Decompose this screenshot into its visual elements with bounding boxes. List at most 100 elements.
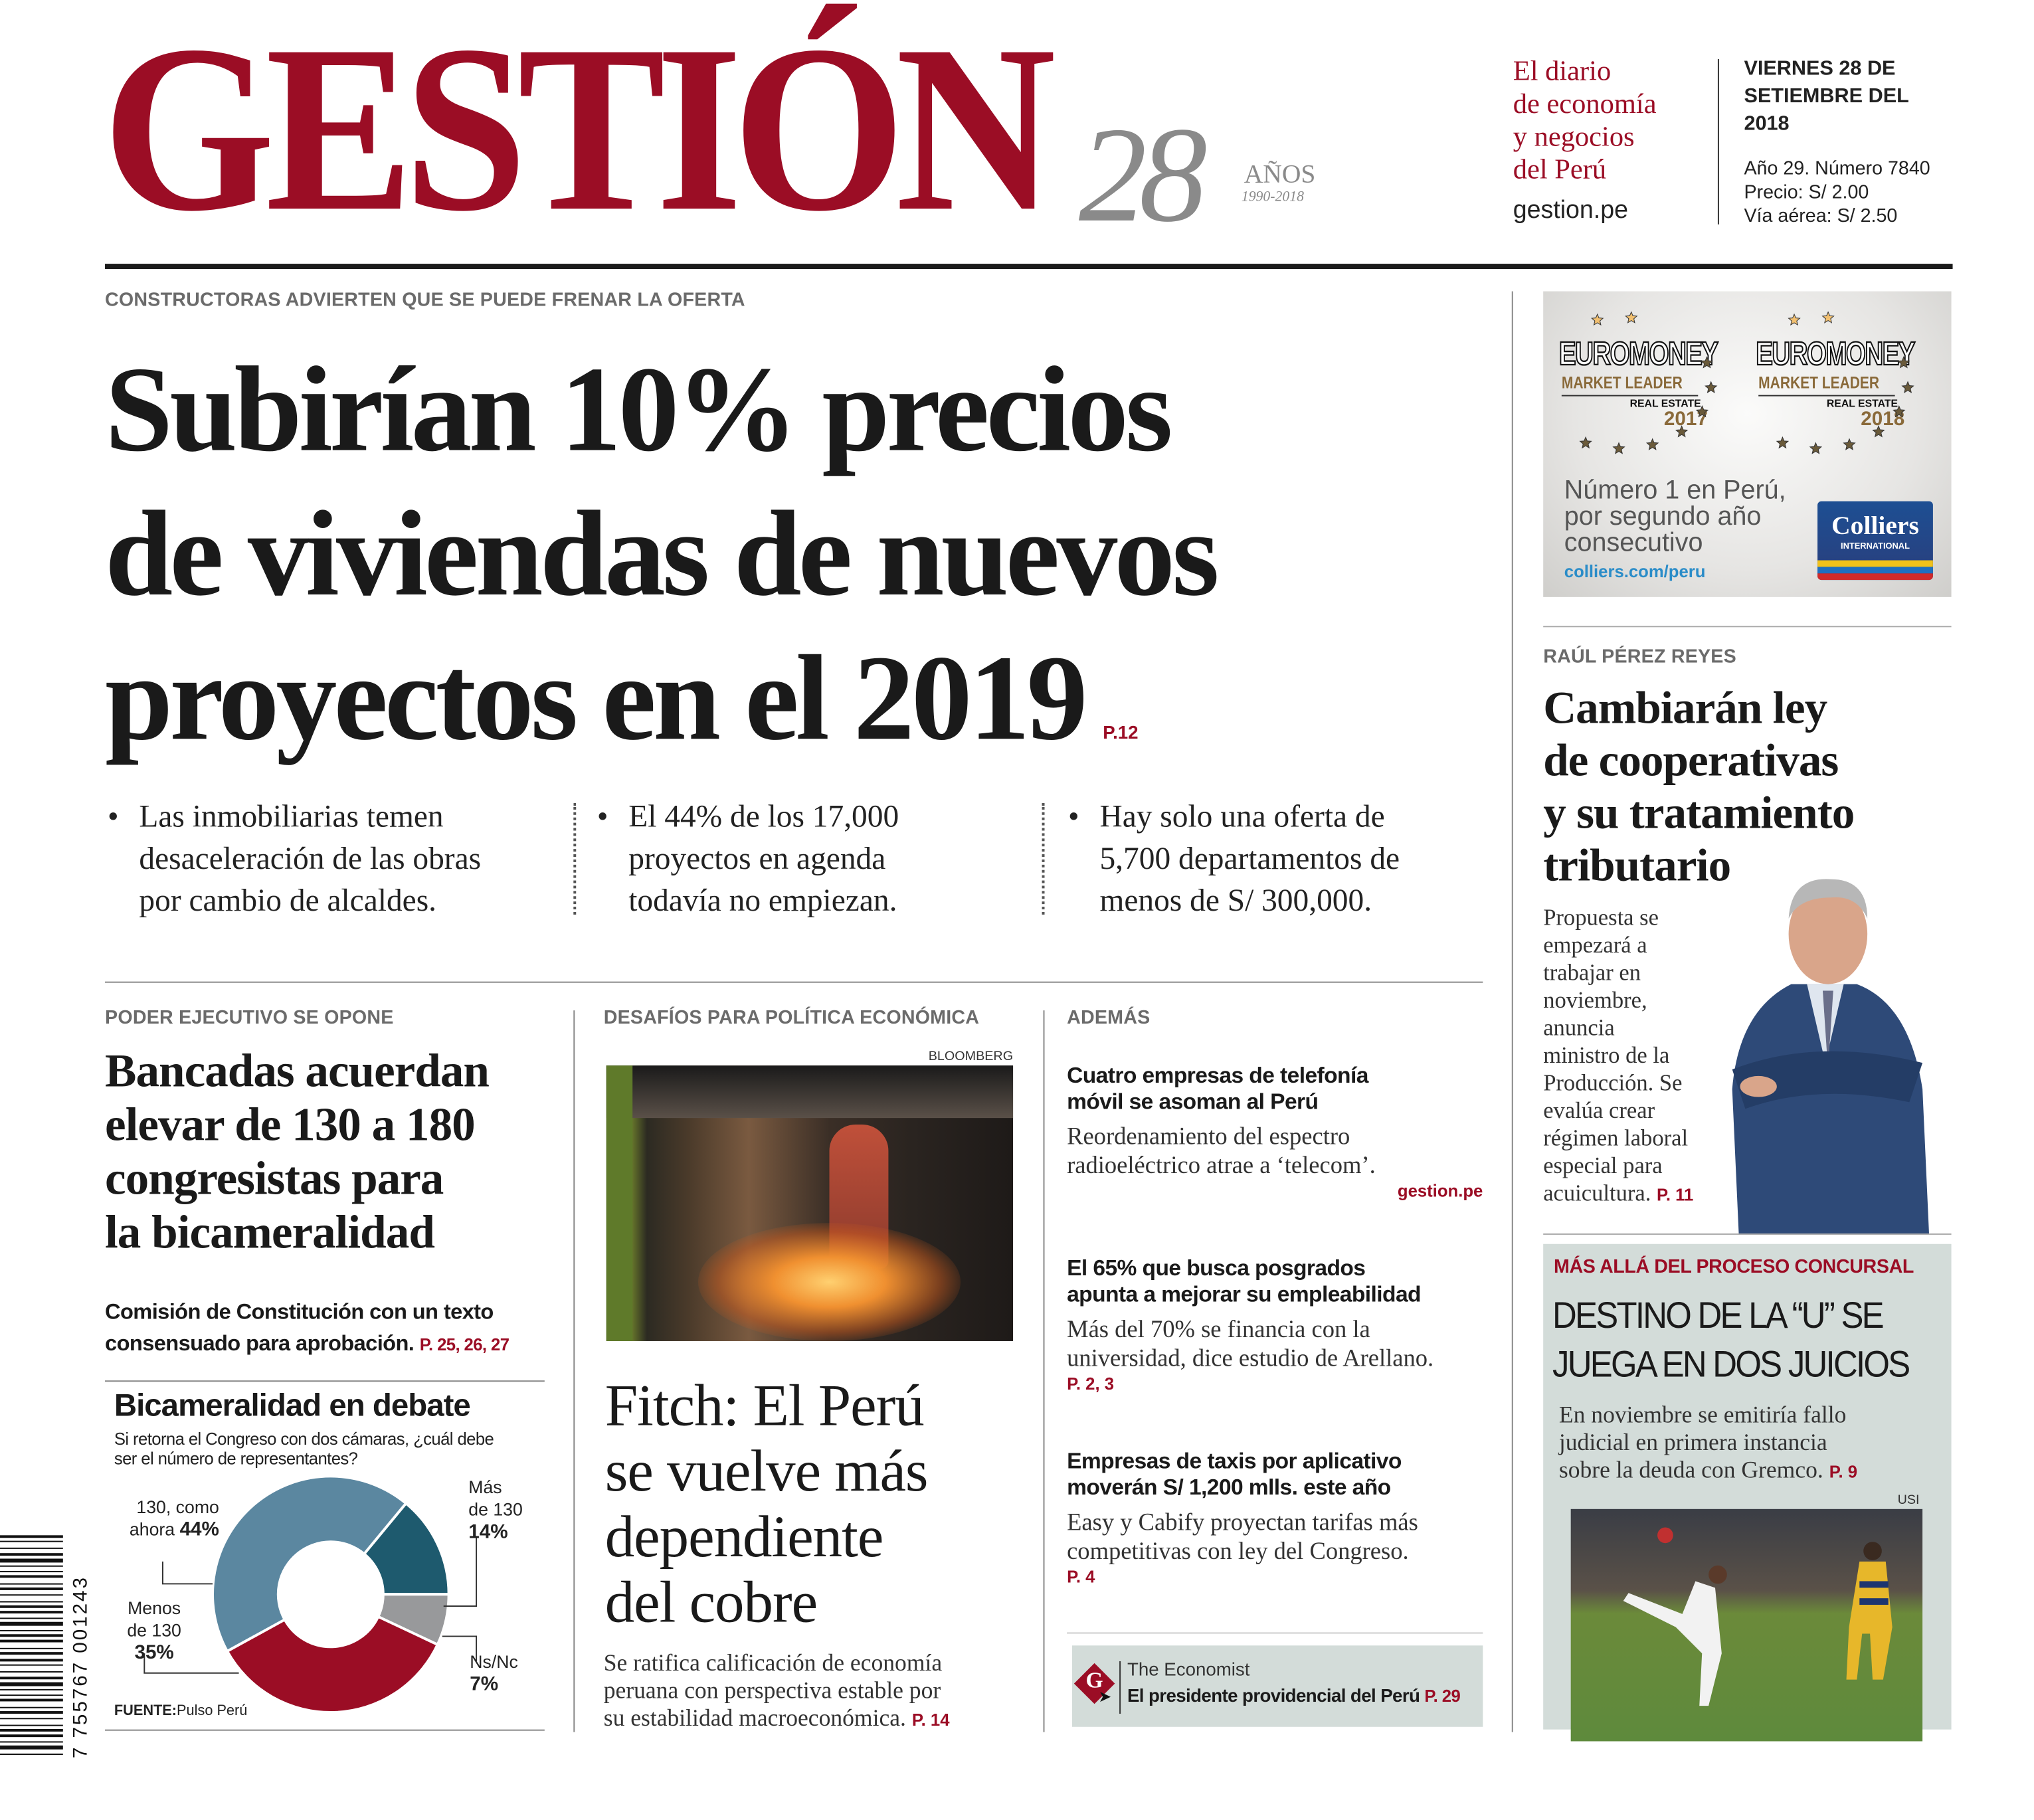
middle-story-headline[interactable]: Fitch: El Perú se vuelve más dependiente…	[605, 1372, 1025, 1635]
bullet-line: todavía no empiezan.	[628, 884, 897, 919]
price: Precio: S/ 2.00	[1744, 182, 1869, 204]
donut-chart	[143, 1475, 478, 1714]
date-line: VIERNES 28 DE	[1744, 57, 1896, 80]
headline-line: del cobre	[604, 1569, 818, 1635]
barcode-bar	[0, 1594, 63, 1596]
ademas-item-title: El 65% que busca posgrados apunta a mejor…	[1067, 1255, 1421, 1307]
star-icon	[1893, 405, 1906, 418]
anniversary-word: AÑOS	[1244, 160, 1316, 189]
economist-page-ref: P. 29	[1424, 1686, 1461, 1706]
leader-line-7	[442, 1635, 478, 1661]
body-line: su estabilidad macroeconómica.	[603, 1704, 906, 1731]
ad-url[interactable]: colliers.com/peru	[1564, 561, 1706, 582]
right-story-headline[interactable]: Cambiarán ley de cooperativas y su trata…	[1543, 682, 1937, 892]
barcode-bar	[0, 1718, 63, 1720]
barcode-bar	[0, 1571, 63, 1573]
headline-line: la bicameralidad	[105, 1206, 435, 1259]
body-line: Se ratifica calificación de economía	[603, 1649, 943, 1676]
ademas-item[interactable]: Cuatro empresas de telefonía móvil se aso…	[1067, 1063, 1487, 1200]
slice-label-text: Menos	[128, 1598, 181, 1618]
anniversary-number: 28	[1078, 100, 1208, 251]
minister-figure	[1732, 879, 1929, 1233]
headline-line: tributario	[1543, 840, 1731, 891]
left-story-headline[interactable]: Bancadas acuerdan elevar de 130 a 180 co…	[105, 1044, 564, 1259]
barcode-bar	[0, 1694, 63, 1696]
sidebar-rule	[1543, 626, 1952, 628]
tagline-line: del Perú	[1513, 153, 1607, 185]
colliers-ad[interactable]: EUROMONEY MARKET LEADER REAL ESTATE 2017…	[1543, 291, 1952, 597]
edition-date: VIERNES 28 DE SETIEMBRE DEL 2018	[1744, 55, 1954, 137]
left-story-subhead: Comisión de Constitución con un texto co…	[105, 1297, 564, 1361]
steelworker-photo	[606, 1065, 1014, 1341]
lead-headline-line: de viviendas de nuevos	[105, 486, 1220, 622]
subhead-line: Comisión de Constitución con un texto	[105, 1300, 494, 1324]
website-link[interactable]: gestion.pe	[1513, 197, 1628, 225]
headline-line: congresistas para	[105, 1152, 444, 1205]
bullet-icon: •	[1068, 800, 1079, 835]
left-story-kicker: PODER EJECUTIVO SE OPONE	[105, 1008, 394, 1029]
barcode-bar	[0, 1734, 63, 1738]
headline-line: de cooperativas	[1543, 735, 1839, 786]
ademas-item-ref: P. 4	[1067, 1566, 1095, 1587]
star-icon	[1675, 425, 1689, 438]
award-rule	[1758, 395, 1895, 397]
barcode-bar	[0, 1558, 63, 1563]
headline-line: Bancadas acuerdan	[105, 1044, 490, 1097]
chart-subtitle: Si retorna el Congreso con dos cámaras, …	[114, 1429, 494, 1468]
ad-claim: Número 1 en Perú, por segundo año consecut…	[1564, 478, 1786, 557]
barcode-bar	[0, 1617, 63, 1619]
headline-line: Cambiarán ley	[1543, 682, 1827, 734]
tagline-line: de economía	[1513, 88, 1657, 120]
barcode-bar	[0, 1634, 63, 1637]
star-icon	[1776, 436, 1790, 449]
barcode-bar	[0, 1639, 63, 1643]
award-stars	[1579, 311, 1914, 454]
headline-line: DESTINO DE LA “U” SE	[1552, 1295, 1885, 1336]
headline-line: elevar de 130 a 180	[105, 1098, 476, 1151]
slice-label-nsnc: Ns/Nc 7%	[470, 1651, 518, 1695]
flag-stripe-blue	[1817, 567, 1933, 574]
chart-bottom-rule	[105, 1729, 545, 1731]
box-story-page-ref: P. 9	[1829, 1461, 1858, 1482]
box-story-body: En noviembre se emitiría fallo judicial e…	[1558, 1401, 1858, 1483]
date-line: 2018	[1744, 112, 1790, 136]
award-title: MARKET LEADER	[1758, 374, 1880, 393]
slice-label-text: de 130	[127, 1620, 181, 1641]
ademas-item-title: Cuatro empresas de telefonía móvil se aso…	[1067, 1063, 1368, 1115]
star-icon	[1897, 356, 1910, 369]
ademas-item-ref[interactable]: gestion.pe	[1397, 1180, 1483, 1201]
green-pillar	[606, 1065, 633, 1341]
barcode-bar	[0, 1688, 63, 1690]
bullet-line: Las inmobiliarias temen	[139, 800, 444, 835]
colliers-logo-name: Colliers	[1831, 511, 1919, 541]
lead-headline[interactable]: Subirían 10% precios de viviendas de nue…	[105, 339, 1523, 804]
box-story-kicker: MÁS ALLÁ DEL PROCESO CONCURSAL	[1553, 1257, 1914, 1279]
barcode-bar	[0, 1605, 63, 1608]
barcode-digits: 7 755767 001243	[69, 1576, 91, 1758]
middle-story-body: Se ratifica calificación de economía per…	[604, 1649, 1037, 1733]
headline-line: y su tratamiento	[1543, 787, 1855, 839]
slice-label-mas-130: Más de 130 14%	[468, 1476, 523, 1543]
ad-claim-line: por segundo año	[1564, 502, 1762, 532]
star-icon	[1821, 311, 1835, 323]
barcode-bar	[0, 1629, 63, 1631]
award-brand: EUROMONEY	[1558, 335, 1719, 374]
bullet-divider	[573, 803, 577, 915]
right-story-kicker: RAÚL PÉREZ REYES	[1543, 646, 1736, 668]
ademas-item[interactable]: El 65% que busca posgrados apunta a mejor…	[1067, 1256, 1487, 1394]
ademas-item-ref: P. 2, 3	[1067, 1374, 1115, 1394]
barcode-bar	[0, 1575, 63, 1578]
ad-claim-line: Número 1 en Perú,	[1564, 476, 1786, 505]
economist-box[interactable]: G ➤ The Economist El presidente providen…	[1071, 1645, 1483, 1727]
star-icon	[1901, 381, 1914, 393]
colliers-logo-sub: INTERNATIONAL	[1841, 541, 1910, 551]
box-story[interactable]: MÁS ALLÁ DEL PROCESO CONCURSAL DESTINO D…	[1543, 1243, 1952, 1742]
star-icon	[1843, 438, 1856, 450]
bullet-line: por cambio de alcaldes.	[139, 884, 437, 919]
star-icon	[1612, 442, 1625, 454]
barcode-bar	[0, 1535, 63, 1538]
masthead-logo[interactable]: GESTIÓN	[102, 0, 1056, 262]
ademas-item[interactable]: Empresas de taxis por aplicativo moverán …	[1067, 1449, 1487, 1586]
lead-kicker: CONSTRUCTORAS ADVIERTEN QUE SE PUEDE FRE…	[105, 290, 745, 312]
date-line: SETIEMBRE DEL	[1744, 85, 1909, 108]
